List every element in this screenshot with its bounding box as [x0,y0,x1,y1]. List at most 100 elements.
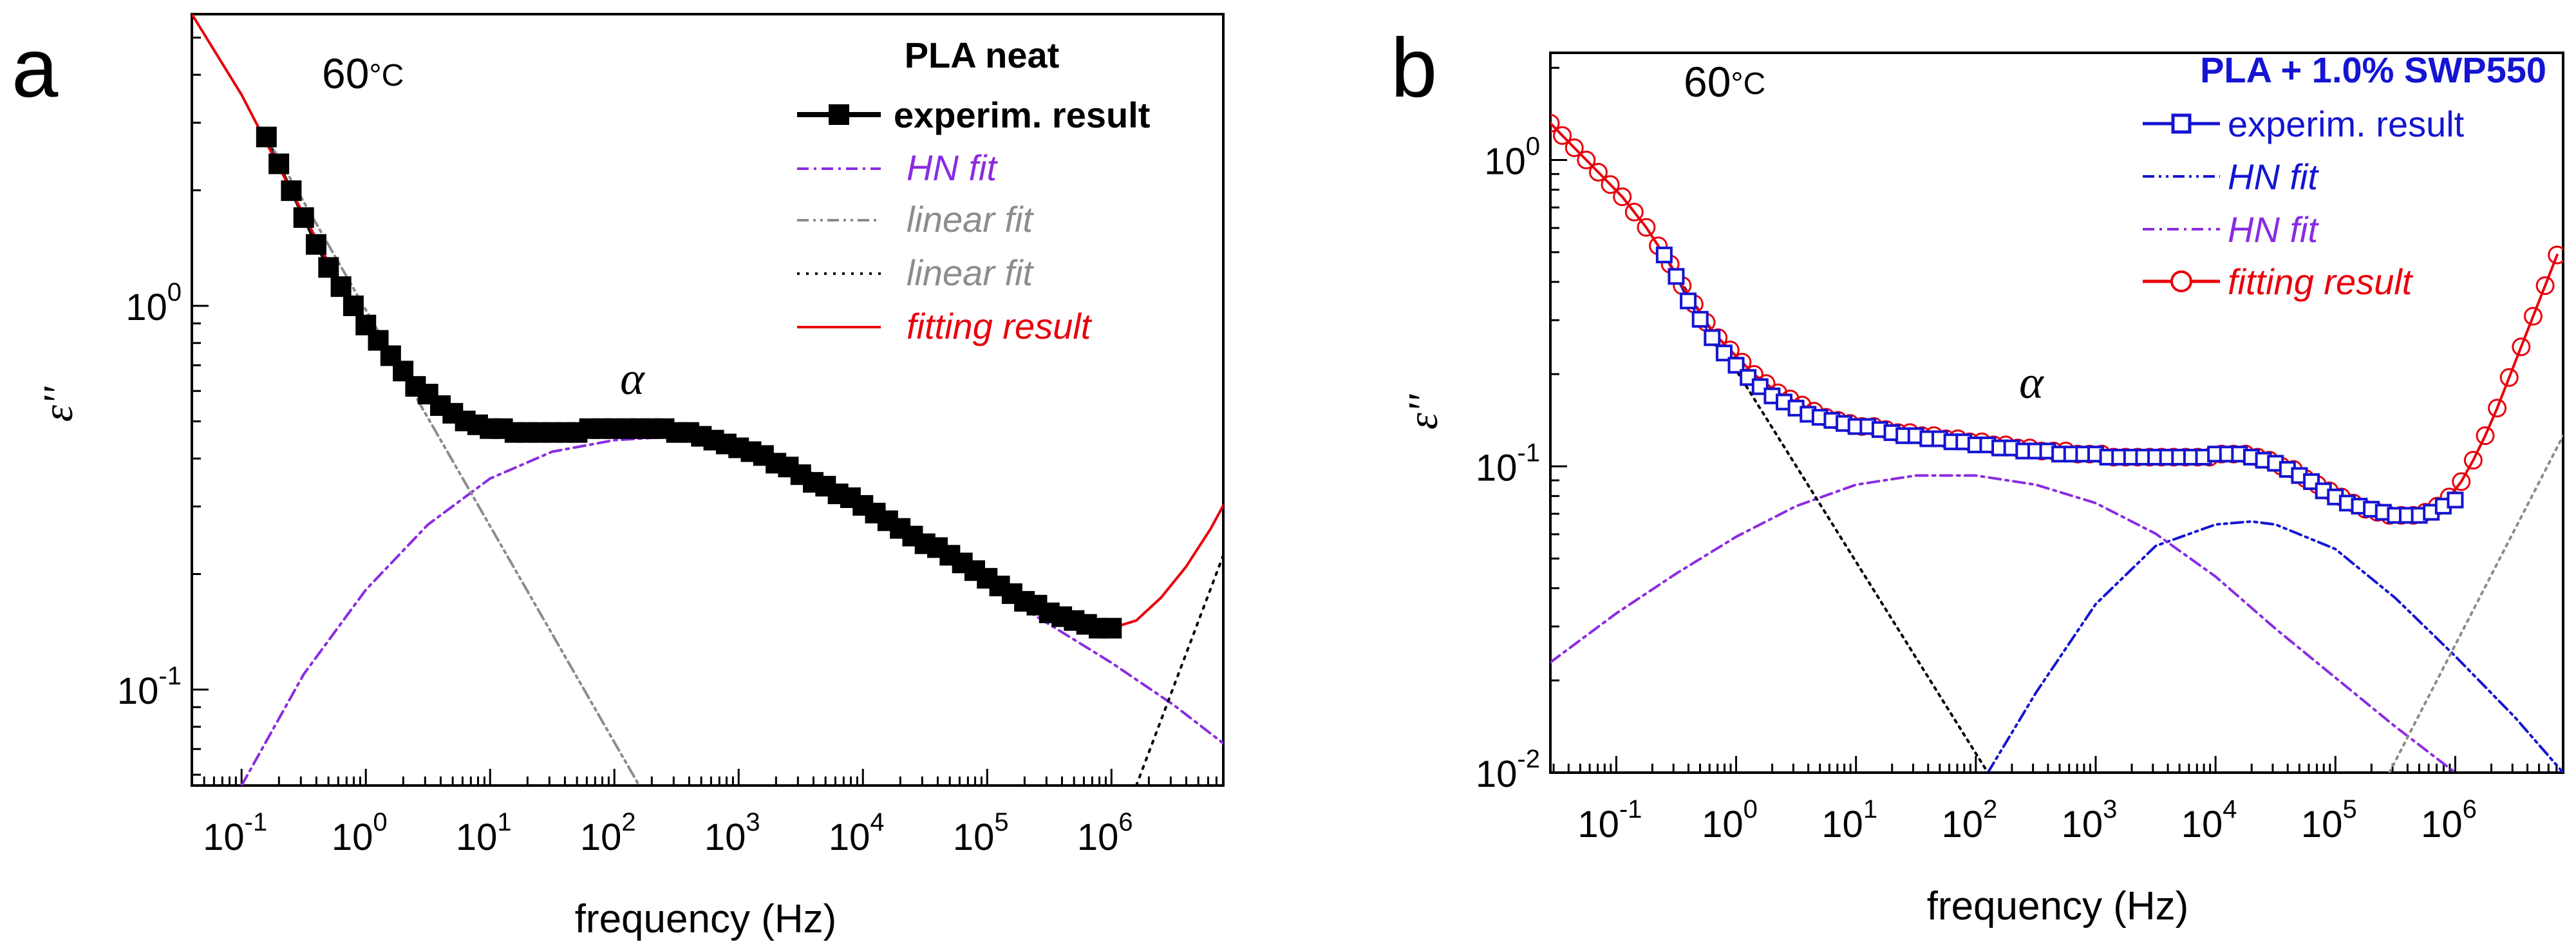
fit-point-circle [1553,126,1572,145]
panel-b: b 10-1 100 101 102 103 104 105 106 10010-110-2 … [1391,21,2564,928]
data-point-square [330,276,352,297]
y-tick-label: 100 [1484,133,1540,183]
fit-point-circle [1565,138,1584,157]
data-point-square [1101,617,1122,639]
legend-title-a: PLA neat [905,35,1060,75]
x-tick-label: 104 [829,808,885,858]
legend-label-hn-fit-a: HN fit [907,147,998,188]
x-tick-label: 103 [2062,795,2118,845]
legend-label-hn-fit-blue-b: HN fit [2228,156,2319,197]
legend-item-experim-result-a: experim. result [797,95,1150,135]
legend-item-linear-fit-dotted-a: linear fit [797,252,1035,293]
fit-point-circle [2512,337,2531,357]
legend-item-fitting-result-a: fitting result [797,306,1093,346]
fit-point-circle [1601,175,1620,194]
x-tick-label: 100 [1702,795,1758,845]
plot-frame-b [1549,52,2564,774]
data-point-open-square [1655,246,1673,263]
legend-a: PLA neat experim. result HN fit linear f… [797,35,1150,346]
legend-title-b: PLA + 1.0% SWP550 [2200,50,2546,90]
data-point-open-square [1727,357,1745,374]
x-tick-label: 103 [704,808,760,858]
y-tick-labels-b: 100 10-1 10-2 [1476,133,1540,795]
x-axis-label-a: frequency (Hz) [575,897,837,941]
series-line-a-3 [1134,554,1223,786]
legend-item-experim-result-b: experim. result [2143,104,2465,144]
legend-label-linear-fit-grey-a: linear fit [907,199,1035,240]
data-point-square [306,234,327,255]
x-axis-label-b: frequency (Hz) [1927,884,2189,928]
legend-label-experim-result-b: experim. result [2228,104,2465,144]
data-point-open-square [2447,491,2464,509]
x-tick-label: 104 [2181,795,2237,845]
x-tick-label: 10-1 [1577,795,1642,845]
x-tick-label: 101 [1821,795,1877,845]
series-line-b-1 [1986,520,2563,773]
x-tick-label: 106 [1077,808,1133,858]
legend-item-fitting-result-b: fitting result [2143,261,2414,302]
legend-label-linear-fit-dotted-a: linear fit [907,252,1035,293]
axis-ticks-b [1550,66,2558,774]
alpha-peak-label-a: α [620,353,645,404]
temperature-label-b: 60°C [1684,58,1765,106]
y-tick-label: 100 [126,278,182,328]
fit-point-circle [1577,151,1596,170]
temperature-label-a: 60°C [322,50,404,97]
legend-item-hn-fit-a: HN fit [797,147,998,188]
data-point-square [268,153,290,174]
fit-point-circle [1588,163,1608,182]
legend-item-hn-fit-blue-b: HN fit [2143,156,2319,197]
legend-b: PLA + 1.0% SWP550 experim. result HN fit… [2143,50,2546,302]
fit-point-circle [2488,399,2507,418]
data-point-open-square [1668,268,1685,285]
x-tick-label: 100 [332,808,388,858]
fit-point-circle [2523,306,2543,326]
x-tick-label: 102 [1941,795,1997,845]
fit-point-circle [1637,218,1656,237]
fit-point-circle [2476,426,2495,446]
axis-ticks-a [191,36,1217,786]
marker-group-b [1550,113,2563,525]
panel-a: a 10-1 100 101 102 103 104 105 106 100 10-1 freq… [12,13,1225,941]
data-point-open-square [1680,292,1697,310]
marker-group-a [256,126,1122,639]
data-point-open-square [1751,378,1769,395]
legend-label-experim-result-a: experim. result [894,95,1150,135]
plot-area-b [1549,52,2564,774]
series-line-a-2 [265,135,641,786]
fit-point-circle [2463,451,2483,470]
data-point-square [281,180,302,202]
fit-point-circle [1613,187,1632,207]
legend-label-fitting-result-a: fitting result [907,306,1093,346]
legend-label-fitting-result-b: fitting result [2228,261,2414,302]
panel-label-b: b [1391,21,1437,115]
x-tick-label: 105 [2301,795,2357,845]
plot-frame-a [191,13,1225,787]
x-tick-label: 10-1 [203,808,267,858]
y-tick-label: 10-2 [1476,745,1540,795]
data-point-open-square [1740,369,1757,386]
x-tick-label: 105 [953,808,1009,858]
fit-point-circle [2499,368,2519,387]
alpha-peak-label-b: α [2019,357,2044,408]
fit-point-circle [2452,472,2471,491]
data-point-open-square [2303,473,2320,491]
fit-point-circle [2548,245,2563,265]
data-point-square [293,207,314,228]
data-point-open-square [1691,310,1709,328]
y-tick-label: 10-1 [1476,438,1540,489]
legend-swatch-marker-b0 [2171,113,2192,134]
data-point-open-square [1715,344,1733,362]
x-tick-labels-b: 10-1 100 101 102 103 104 105 106 [1577,795,2477,845]
x-tick-label: 101 [456,808,512,858]
x-tick-label: 102 [580,808,636,858]
data-point-square [318,257,339,278]
y-tick-labels-a: 100 10-1 [117,278,182,712]
y-axis-label-a: ε'' [35,386,82,422]
x-tick-label: 106 [2421,795,2477,845]
y-axis-label-b: ε'' [1400,393,1447,429]
legend-swatch-marker-a0 [829,104,849,125]
legend-swatch-marker-b3 [2170,270,2192,292]
x-tick-labels-a: 10-1 100 101 102 103 104 105 106 [203,808,1133,858]
